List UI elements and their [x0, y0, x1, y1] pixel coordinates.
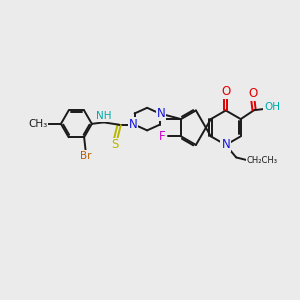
Text: O: O	[248, 87, 257, 100]
Text: Br: Br	[80, 151, 92, 161]
Text: N: N	[157, 107, 166, 120]
Text: OH: OH	[264, 102, 280, 112]
Text: CH₃: CH₃	[28, 119, 48, 129]
Text: F: F	[159, 130, 165, 143]
Text: NH: NH	[96, 111, 112, 121]
Text: CH₂CH₃: CH₂CH₃	[246, 157, 277, 166]
Text: O: O	[221, 85, 230, 98]
Text: S: S	[111, 138, 119, 152]
Text: N: N	[221, 138, 230, 152]
Text: N: N	[129, 118, 137, 131]
